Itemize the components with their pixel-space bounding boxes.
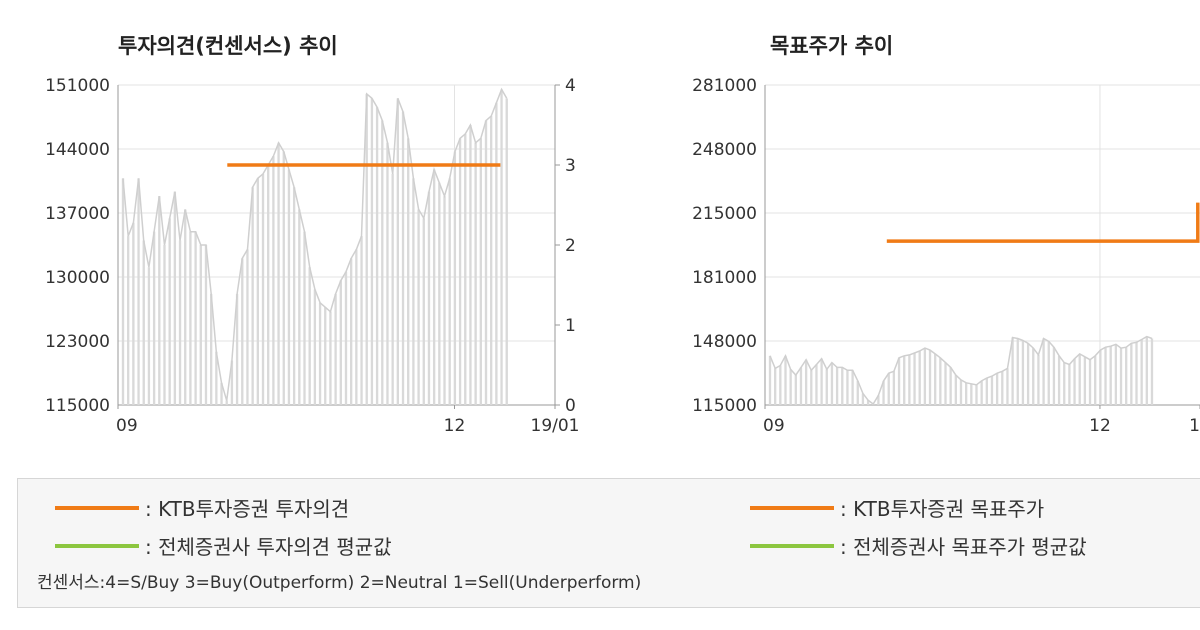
y-tick-label: 248000: [692, 140, 757, 160]
orange-swatch-icon: [55, 505, 139, 510]
orange-swatch-icon: [750, 505, 834, 510]
y-tick-label: 215000: [692, 204, 757, 224]
legend-ktb-opinion: : KTB투자증권 투자의견: [55, 493, 349, 522]
legend-all-target-label: : 전체증권사 목표주가 평균값: [840, 535, 1087, 559]
legend-all-opinion: : 전체증권사 투자의견 평균값: [55, 531, 392, 560]
green-swatch-icon: [55, 543, 139, 548]
x-tick-label: 12: [444, 416, 466, 436]
green-swatch-icon: [750, 543, 834, 548]
price-line: [122, 87, 508, 401]
y-tick-label: 130000: [45, 268, 110, 288]
y-tick-label: 281000: [692, 76, 757, 96]
y-tick-label: 123000: [45, 332, 110, 352]
x-tick-label: 19: [1189, 416, 1200, 436]
y-tick-label: 148000: [692, 332, 757, 352]
x-tick-label: 09: [116, 416, 138, 436]
y-right-tick-label: 1: [565, 316, 576, 336]
x-tick-label: 19/01: [531, 416, 580, 436]
legend-ktb-target-label: : KTB투자증권 목표주가: [840, 497, 1045, 521]
y-tick-label: 115000: [692, 396, 757, 416]
y-tick-label: 115000: [45, 396, 110, 416]
y-tick-label: 151000: [45, 76, 110, 96]
legend-all-target: : 전체증권사 목표주가 평균값: [750, 531, 1087, 560]
legend-ktb-target: : KTB투자증권 목표주가: [750, 493, 1044, 522]
chart-target: 281000 248000 215000 181000 148000 115000 09 12…: [692, 76, 1200, 436]
y-right-tick-label: 2: [565, 236, 576, 256]
ktb-step-line: [886, 202, 1200, 243]
right-chart-title: 목표주가 추이: [770, 34, 894, 58]
x-tick-label: 12: [1089, 416, 1111, 436]
chart-area: 1510001440001370001300001230001150004321…: [45, 76, 1200, 436]
y-tick-label: 144000: [45, 140, 110, 160]
chart-opinion: 151000 144000 137000 130000 123000 115000 4 3 2 1…: [45, 76, 579, 436]
price-line: [769, 335, 1153, 406]
legend-ktb-opinion-label: : KTB투자증권 투자의견: [145, 497, 350, 521]
legend-box: [17, 478, 1200, 608]
y-tick-label: 137000: [45, 204, 110, 224]
y-right-tick-label: 3: [565, 156, 576, 176]
y-tick-label: 181000: [692, 268, 757, 288]
y-right-tick-label: 4: [565, 76, 576, 96]
left-chart-title: 투자의견(컨센서스) 추이: [118, 34, 338, 58]
y-right-tick-label: 0: [565, 396, 576, 416]
x-tick-label: 09: [763, 416, 785, 436]
consensus-note: 컨센서스:4=S/Buy 3=Buy(Outperform) 2=Neutral…: [37, 573, 642, 593]
legend-all-opinion-label: : 전체증권사 투자의견 평균값: [145, 535, 392, 559]
